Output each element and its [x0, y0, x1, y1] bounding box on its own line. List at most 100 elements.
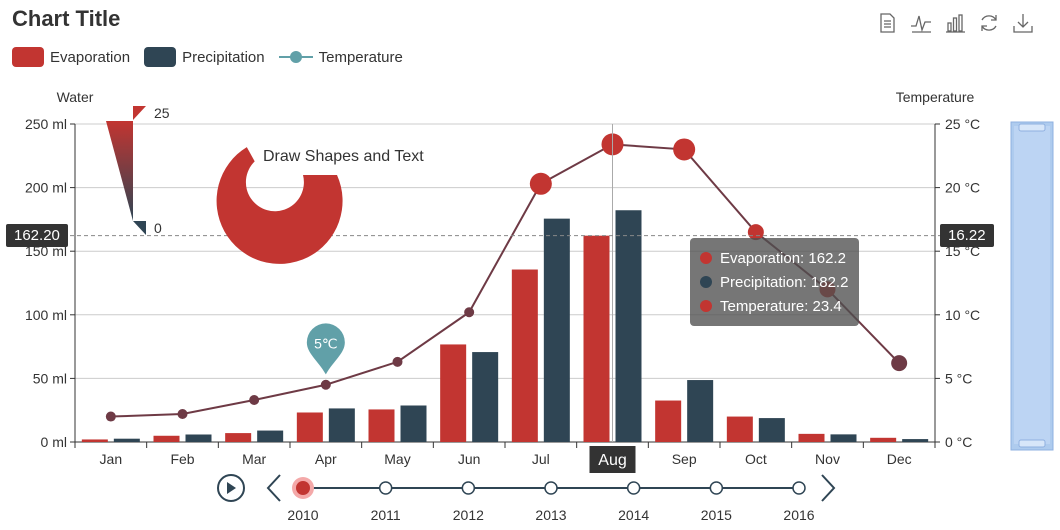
legend-swatch-precipitation	[144, 47, 177, 67]
bar-evaporation	[153, 435, 180, 442]
legend: Evaporation Precipitation Temperature	[12, 47, 403, 67]
temperature-point	[529, 172, 552, 195]
bar-evaporation	[798, 433, 825, 442]
bar-evaporation	[726, 416, 753, 442]
legend-swatch-evaporation	[12, 47, 44, 67]
bar-series	[81, 210, 929, 442]
y-left-axis-title: Water	[57, 89, 94, 105]
axis-pointer-right-value: 16.22	[940, 224, 994, 247]
y-left-tick-label: 0 ml	[41, 434, 67, 450]
mark-point-label: 5℃	[314, 335, 338, 351]
y-left-tick-label: 200 ml	[25, 180, 67, 196]
temperature-point	[673, 138, 696, 161]
axes: 0 ml 0 °C 50 ml 5 °C 100 ml 10 °C 150 ml 15 °C 2…	[25, 89, 980, 473]
bar-precipitation	[113, 438, 140, 442]
timeline-play-button	[217, 474, 245, 502]
save-image-icon[interactable]	[1012, 12, 1034, 34]
timeline-year-label: 2011	[371, 507, 401, 523]
y-right-tick-label: 15 °C	[945, 243, 980, 259]
tooltip-text: Precipitation: 182.2	[720, 273, 849, 291]
graphic-ring-shape	[216, 147, 343, 264]
tooltip-row-temperature: Temperature: 23.4	[700, 294, 849, 318]
datazoom-handle-top	[1018, 123, 1046, 132]
timeline-point	[461, 481, 476, 495]
timeline-prev-button	[266, 474, 281, 502]
y-right-tick-label: 5 °C	[945, 370, 972, 386]
y-right-tick-label: 20 °C	[945, 180, 980, 196]
x-tick-label: Nov	[815, 451, 840, 467]
y-left-tick-label: 50 ml	[33, 370, 67, 386]
graphic-text: Draw Shapes and Text	[263, 148, 424, 165]
bar-precipitation	[257, 430, 284, 442]
bar-evaporation	[511, 269, 538, 442]
bar-precipitation	[830, 434, 857, 442]
visual-map-min-handle	[133, 221, 146, 235]
legend-label-precipitation: Precipitation	[182, 48, 265, 66]
tooltip-dot	[700, 252, 712, 264]
legend-label-evaporation: Evaporation	[50, 48, 131, 66]
y-left-tick-label: 150 ml	[25, 243, 67, 259]
y-right-tick-label: 25 °C	[945, 116, 980, 132]
visual-map-max-handle	[133, 106, 146, 120]
timeline-year-label: 2014	[618, 507, 649, 523]
tooltip-row-precipitation: Precipitation: 182.2	[700, 270, 849, 294]
bar-precipitation	[615, 210, 642, 442]
bar-evaporation	[655, 400, 682, 442]
x-tick-label: Jan	[100, 451, 123, 467]
bar-precipitation	[472, 352, 499, 442]
y-right-axis-title: Temperature	[896, 89, 975, 105]
bar-evaporation	[225, 433, 252, 442]
tooltip-dot	[700, 276, 712, 288]
bar-evaporation	[81, 439, 108, 442]
tooltip-text: Evaporation: 162.2	[720, 249, 846, 267]
x-tick-label: Sep	[672, 451, 697, 467]
timeline-point	[544, 481, 558, 495]
x-tick-label: May	[384, 451, 410, 467]
datazoom-slider-selection	[1014, 126, 1050, 444]
x-tick-label: Aug	[598, 452, 626, 469]
bar-evaporation	[440, 344, 467, 442]
tooltip-text: Temperature: 23.4	[720, 297, 842, 315]
bar-precipitation	[758, 418, 785, 442]
timeline-play-icon	[227, 482, 236, 494]
legend-swatch-temperature	[278, 51, 313, 63]
timeline-year-label: 2016	[783, 507, 814, 523]
chart-title: Chart Title	[12, 6, 121, 31]
tooltip-dot	[700, 300, 712, 312]
timeline-year-label: 2015	[701, 507, 732, 523]
bar-precipitation	[185, 434, 212, 442]
temperature-point	[392, 356, 403, 367]
bar-evaporation	[368, 409, 395, 442]
timeline-point	[709, 481, 724, 495]
timeline-year-label: 2010	[287, 507, 318, 523]
temperature-point	[177, 409, 188, 420]
x-tick-label: Oct	[745, 451, 767, 467]
bar-chart-icon[interactable]	[944, 12, 966, 34]
legend-item-evaporation[interactable]: Evaporation	[12, 47, 130, 67]
restore-icon[interactable]	[978, 12, 1000, 34]
bar-precipitation	[328, 408, 355, 442]
y-left-tick-label: 100 ml	[25, 307, 67, 323]
temperature-point	[249, 395, 260, 406]
toolbox	[876, 12, 1034, 34]
legend-label-temperature: Temperature	[318, 48, 403, 66]
y-left-tick-label: 250 ml	[25, 116, 67, 132]
line-chart-icon[interactable]	[910, 12, 932, 34]
timeline-point	[378, 481, 393, 495]
timeline-year-label: 2013	[535, 507, 566, 523]
overlays: 5℃ 25 0 2010 2011 2012 2013 2014 2015 2016	[70, 105, 1054, 523]
temperature-point	[320, 379, 331, 390]
timeline-year-label: 2012	[453, 507, 484, 523]
data-view-icon[interactable]	[876, 12, 898, 34]
bar-evaporation	[296, 412, 323, 442]
legend-item-precipitation[interactable]: Precipitation	[144, 47, 265, 67]
bar-precipitation	[902, 439, 929, 442]
legend-item-temperature[interactable]: Temperature	[278, 47, 403, 67]
bar-precipitation	[543, 218, 570, 442]
timeline-next-button	[821, 474, 836, 502]
bar-precipitation	[687, 380, 714, 442]
visual-map-max-label: 25	[154, 105, 170, 121]
x-tick-label: Apr	[315, 451, 337, 467]
timeline-current-point	[296, 481, 310, 495]
